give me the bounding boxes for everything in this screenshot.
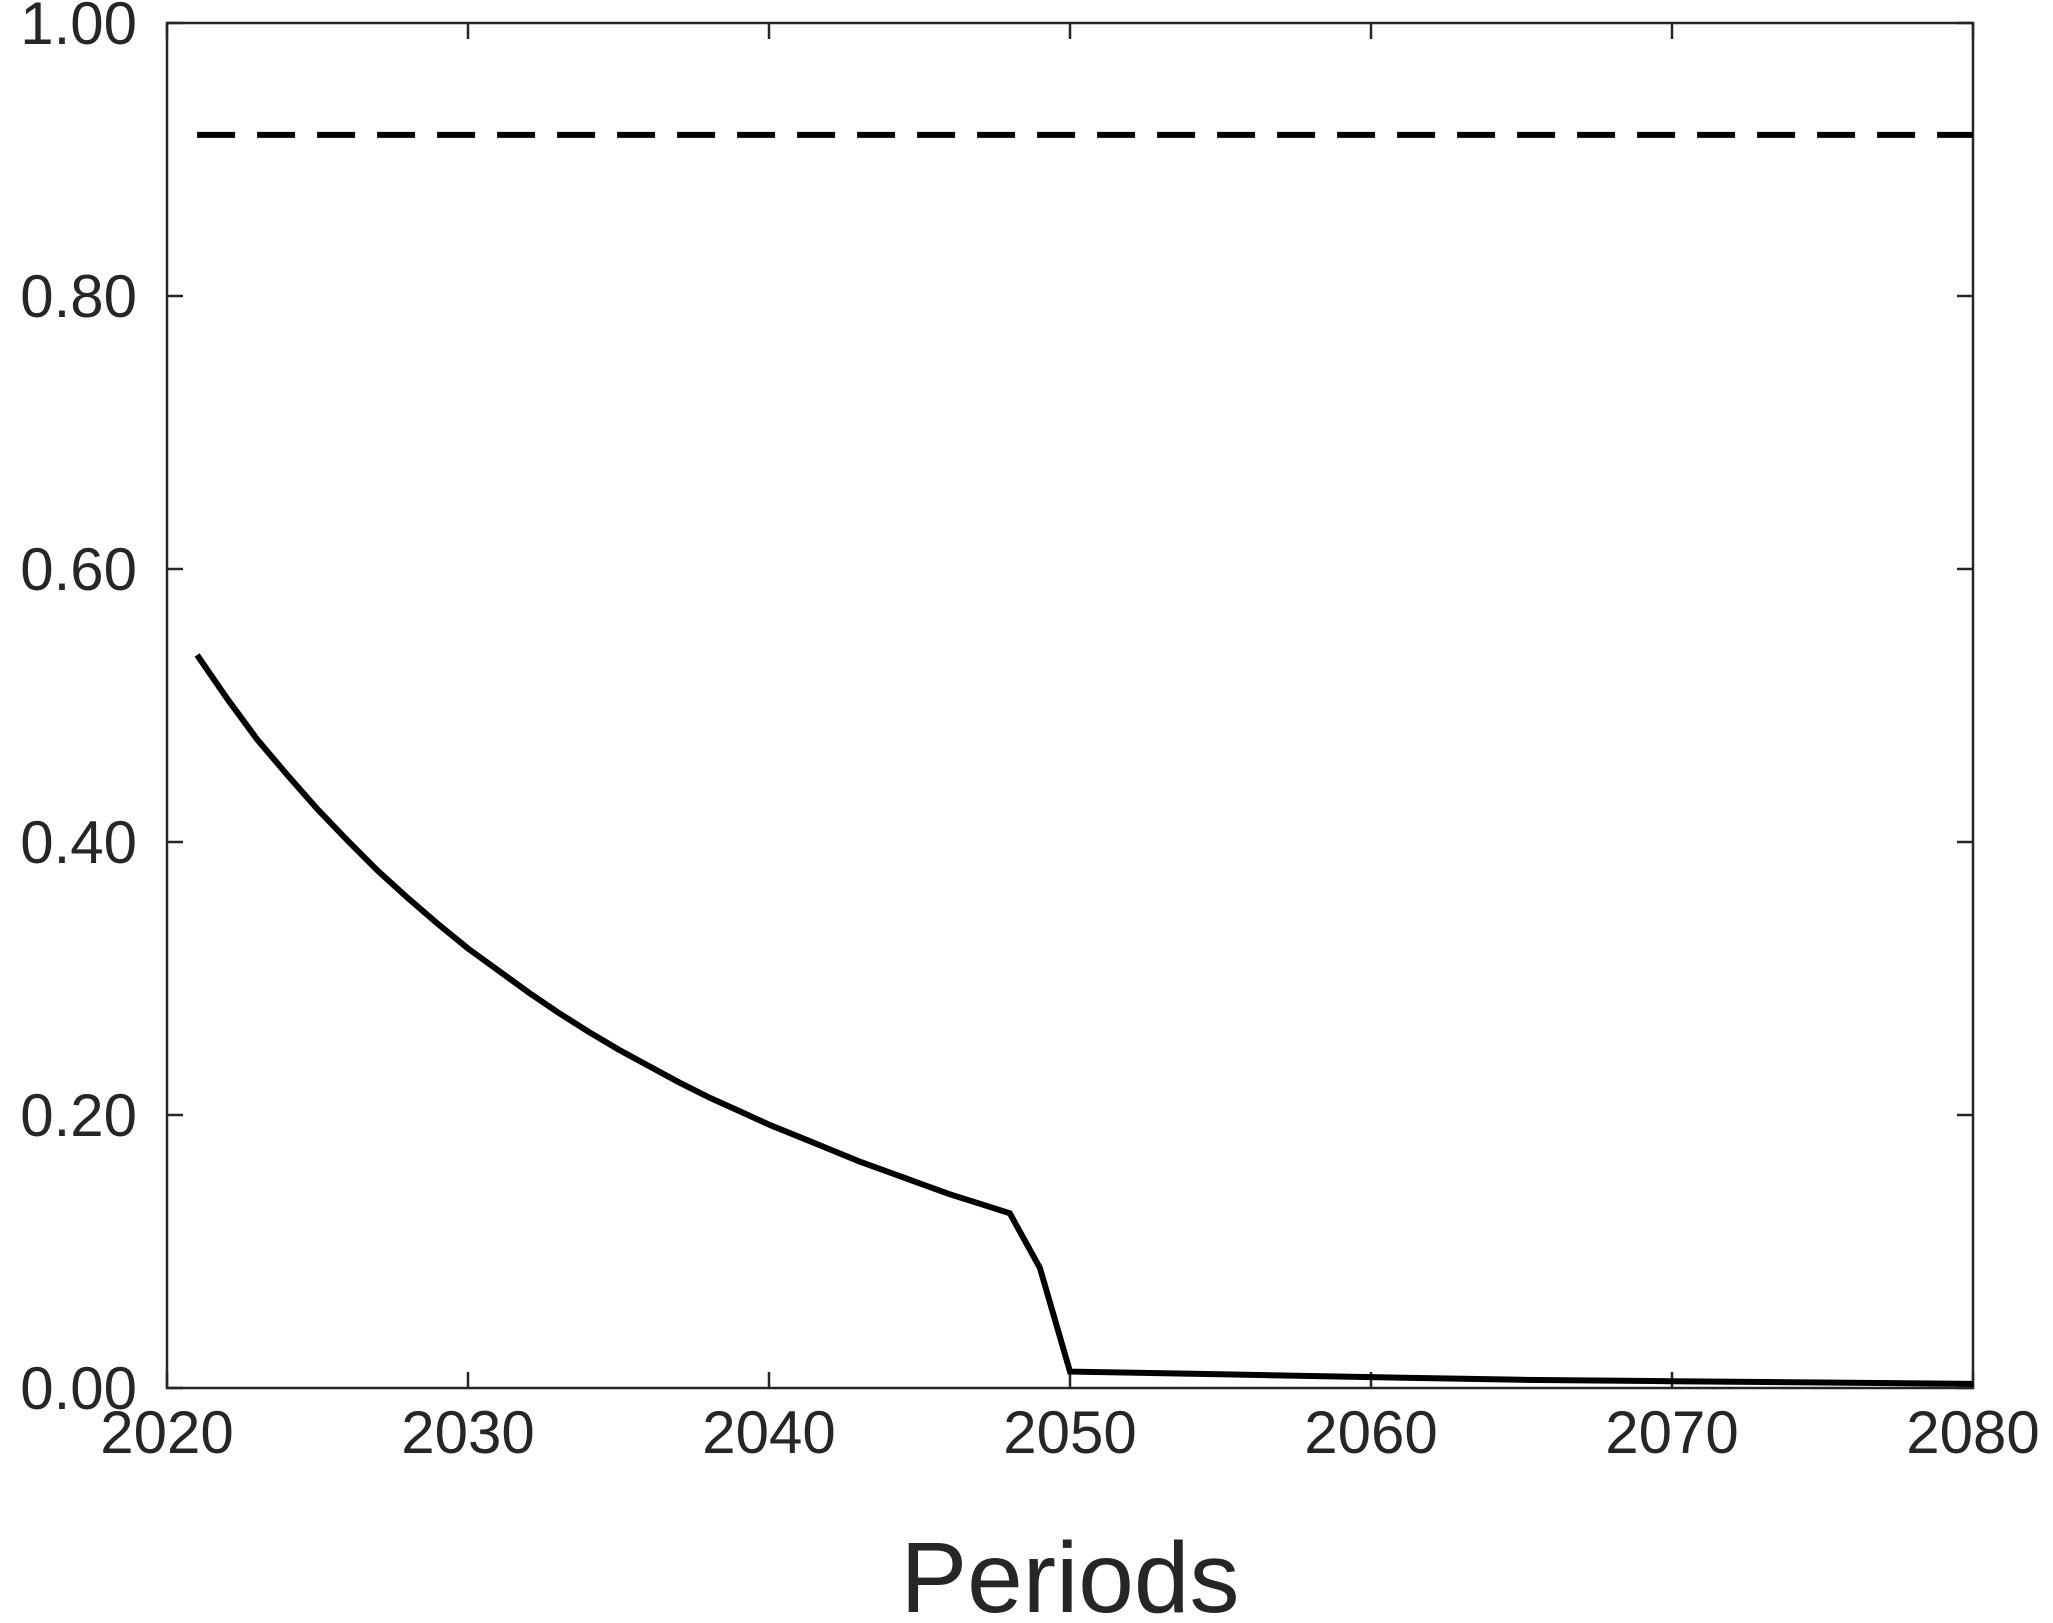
x-axis-tick-labels: 2020 2030 2040 2050 2060 2070 2080 bbox=[100, 1399, 2039, 1466]
y-tick-label: 0.00 bbox=[20, 1355, 137, 1422]
x-axis-label: Periods bbox=[900, 1522, 1239, 1623]
x-tick-label: 2080 bbox=[1906, 1399, 2039, 1466]
x-tick-label: 2050 bbox=[1003, 1399, 1136, 1466]
axis-ticks bbox=[165, 21, 1975, 1390]
y-tick-label: 0.40 bbox=[20, 809, 137, 876]
x-tick-label: 2020 bbox=[100, 1399, 233, 1466]
y-tick-label: 1.00 bbox=[20, 0, 137, 57]
x-tick-label: 2060 bbox=[1304, 1399, 1437, 1466]
plot-frame bbox=[165, 21, 1975, 1390]
series-group bbox=[194, 131, 1974, 1387]
y-tick-label: 0.80 bbox=[20, 263, 137, 330]
x-tick-label: 2070 bbox=[1605, 1399, 1738, 1466]
y-axis-tick-labels: 0.00 0.20 0.40 0.60 0.80 1.00 bbox=[20, 0, 137, 1422]
x-tick-label: 2030 bbox=[401, 1399, 534, 1466]
y-tick-label: 0.60 bbox=[20, 536, 137, 603]
solid-series-line bbox=[194, 653, 1974, 1387]
y-tick-label: 0.20 bbox=[20, 1082, 137, 1149]
x-tick-label: 2040 bbox=[702, 1399, 835, 1466]
